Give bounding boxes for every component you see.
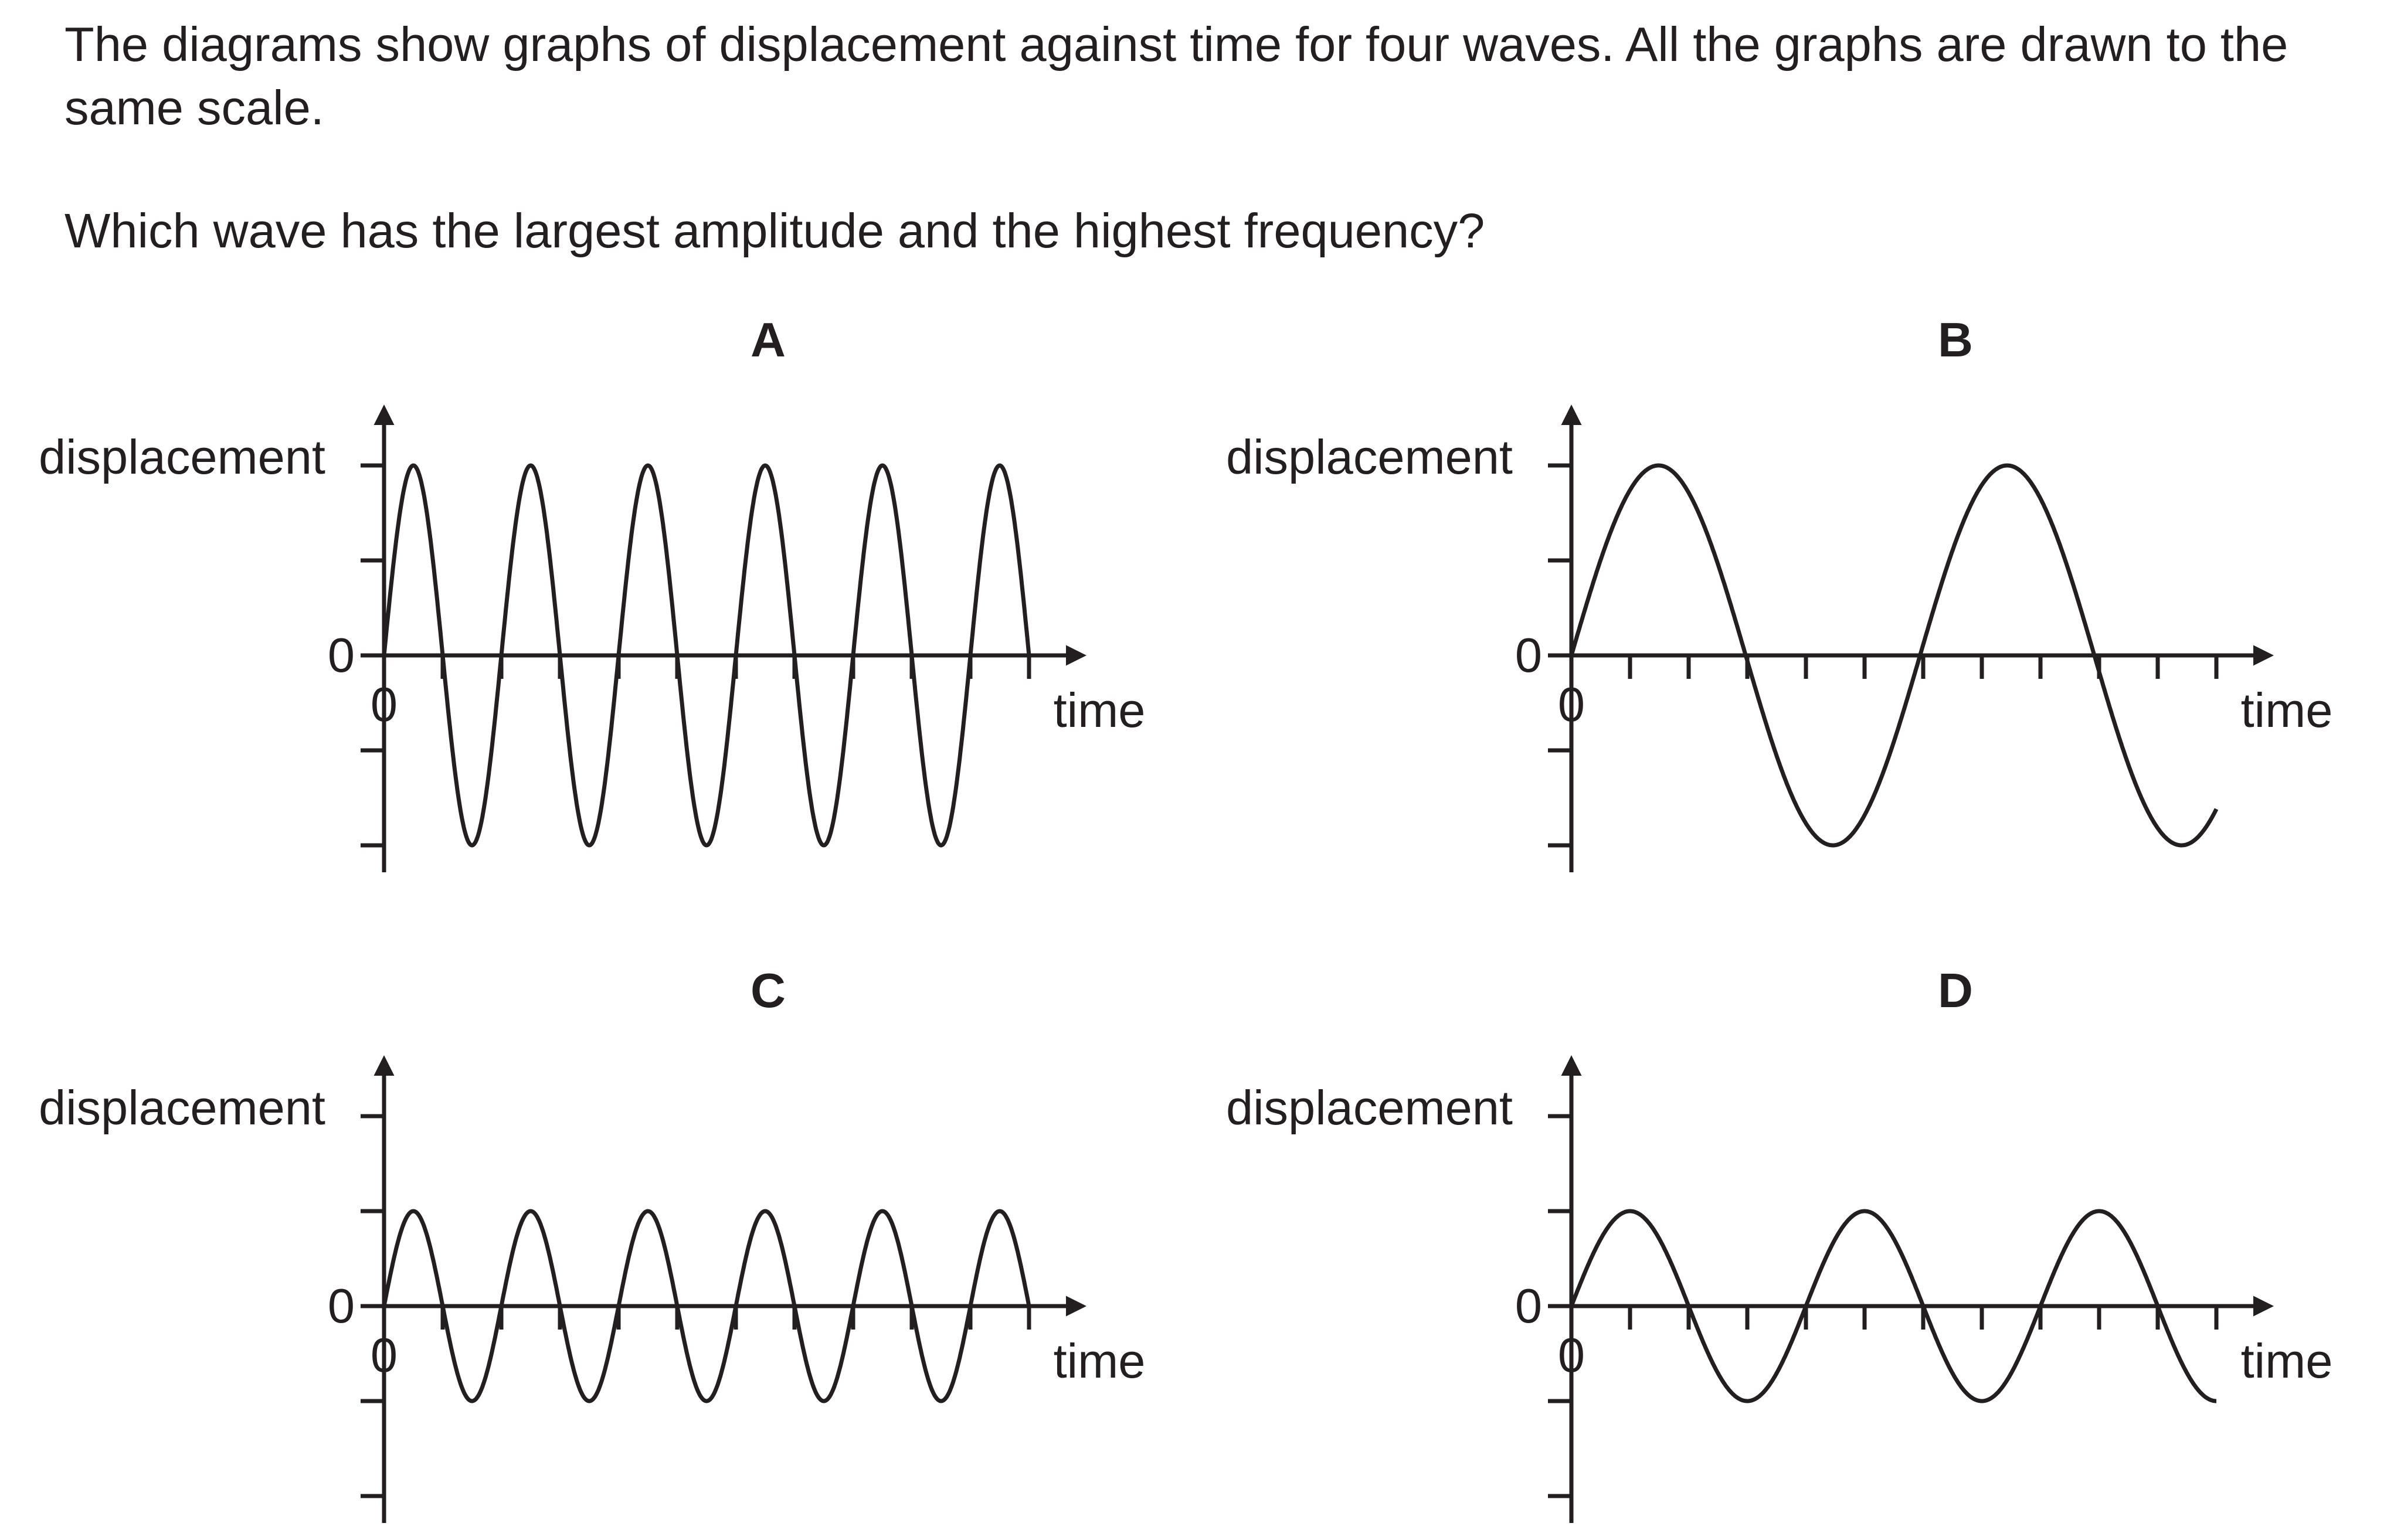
graph-b-x-zero: 0 [1558,677,1585,732]
graph-a-y-zero: 0 [328,628,355,682]
graph-c-y-zero: 0 [328,1279,355,1333]
graph-b-y-zero: 0 [1515,628,1542,682]
graph-d-title: D [1938,963,1973,1018]
graph-c-x-zero: 0 [371,1328,398,1382]
graph-a-xlabel: time [1054,683,1146,737]
graph-c-ylabel: displacement [39,1080,325,1135]
graph-b-xlabel: time [2241,683,2333,737]
graph-a-x-zero: 0 [371,677,398,732]
graph-d-x-zero: 0 [1558,1328,1585,1382]
graph-d-xlabel: time [2241,1334,2333,1388]
graph-d-y-zero: 0 [1515,1279,1542,1333]
graph-a-ylabel: displacement [39,430,325,484]
graph-c-title: C [751,963,786,1018]
graph-a-title: A [751,312,786,367]
graph-b-title: B [1938,312,1973,367]
graph-b-ylabel: displacement [1226,430,1513,484]
graph-d-ylabel: displacement [1226,1080,1513,1135]
graph-c-xlabel: time [1054,1334,1146,1388]
